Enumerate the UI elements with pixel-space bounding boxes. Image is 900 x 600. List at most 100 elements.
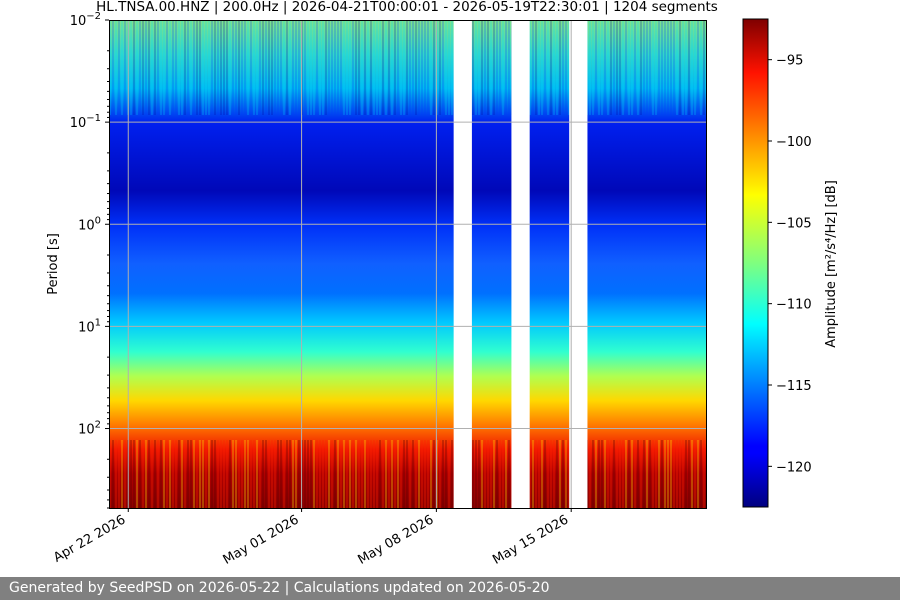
texture-streak xyxy=(409,20,411,115)
texture-streak xyxy=(400,440,402,508)
texture-streak xyxy=(223,20,225,115)
texture-streak xyxy=(610,20,612,115)
texture-streak xyxy=(448,440,450,508)
texture-streak xyxy=(334,440,336,508)
texture-streak xyxy=(202,440,204,508)
texture-streak xyxy=(490,440,492,508)
texture-streak xyxy=(610,440,612,508)
colorbar-tick-label: −105 xyxy=(776,216,812,231)
texture-streak xyxy=(313,440,315,508)
texture-streak xyxy=(358,440,360,508)
texture-streak xyxy=(295,440,297,508)
texture-streak xyxy=(430,20,432,115)
texture-streak xyxy=(646,440,648,508)
texture-streak xyxy=(475,440,477,508)
texture-streak xyxy=(619,440,621,508)
texture-streak xyxy=(679,440,681,508)
texture-streak xyxy=(133,20,135,115)
texture-streak xyxy=(169,440,171,508)
texture-streak xyxy=(499,440,501,508)
colorbar-label: Amplitude [m²/s⁴/Hz] [dB] xyxy=(824,180,839,348)
texture-streak xyxy=(406,20,408,115)
texture-streak xyxy=(154,20,156,115)
texture-streak xyxy=(604,20,606,115)
texture-streak xyxy=(220,440,222,508)
texture-streak xyxy=(316,20,318,115)
texture-streak xyxy=(544,20,546,115)
texture-streak xyxy=(226,20,228,115)
texture-streak xyxy=(403,440,405,508)
chart-title: HL.TNSA.00.HNZ | 200.0Hz | 2026-04-21T00… xyxy=(96,0,718,15)
texture-streak xyxy=(148,440,150,508)
texture-streak xyxy=(322,20,324,115)
texture-streak xyxy=(658,440,660,508)
texture-streak xyxy=(178,20,180,115)
texture-streak xyxy=(472,20,474,115)
texture-streak xyxy=(601,440,603,508)
texture-streak xyxy=(550,440,552,508)
texture-streak xyxy=(172,20,174,115)
texture-streak xyxy=(646,20,648,115)
texture-streak xyxy=(694,440,696,508)
texture-streak xyxy=(625,440,627,508)
texture-streak xyxy=(625,20,627,115)
texture-streak xyxy=(244,440,246,508)
grid xyxy=(109,20,706,508)
texture-streak xyxy=(208,440,210,508)
texture-streak xyxy=(274,20,276,115)
texture-streak xyxy=(616,20,618,115)
texture-streak xyxy=(628,20,630,115)
texture-streak xyxy=(358,20,360,115)
texture-streak xyxy=(448,20,450,115)
texture-streak xyxy=(688,20,690,115)
texture-streak xyxy=(484,20,486,115)
texture-streak xyxy=(379,20,381,115)
texture-streak xyxy=(496,440,498,508)
texture-streak xyxy=(436,20,438,115)
x-tick-label: May 01 2026 xyxy=(221,512,302,567)
texture-streak xyxy=(676,440,678,508)
texture-streak xyxy=(124,440,126,508)
psd-chart: HL.TNSA.00.HNZ | 200.0Hz | 2026-04-21T00… xyxy=(46,0,839,568)
texture-streak xyxy=(349,440,351,508)
texture-streak xyxy=(112,20,114,115)
texture-streak xyxy=(541,20,543,115)
texture-streak xyxy=(259,20,261,115)
texture-streak xyxy=(142,440,144,508)
texture-streak xyxy=(427,440,429,508)
texture-streak xyxy=(637,440,639,508)
texture-streak xyxy=(145,440,147,508)
texture-streak xyxy=(331,440,333,508)
texture-streak xyxy=(367,440,369,508)
texture-streak xyxy=(175,20,177,115)
texture-streak xyxy=(247,440,249,508)
texture-streak xyxy=(196,20,198,115)
texture-streak xyxy=(187,20,189,115)
y-tick-label: 10−1 xyxy=(70,113,101,131)
texture-streak xyxy=(664,440,666,508)
texture-streak xyxy=(391,440,393,508)
texture-streak xyxy=(691,440,693,508)
texture-streak xyxy=(631,20,633,115)
texture-streak xyxy=(634,440,636,508)
texture-streak xyxy=(439,440,441,508)
texture-streak xyxy=(595,20,597,115)
texture-streak xyxy=(502,20,504,115)
heatmap-texture xyxy=(109,20,705,508)
texture-streak xyxy=(682,20,684,115)
data-gap xyxy=(569,20,588,508)
texture-streak xyxy=(151,440,153,508)
texture-streak xyxy=(598,20,600,115)
texture-streak xyxy=(325,440,327,508)
texture-streak xyxy=(163,440,165,508)
texture-streak xyxy=(385,20,387,115)
texture-streak xyxy=(238,20,240,115)
texture-streak xyxy=(433,440,435,508)
texture-streak xyxy=(343,20,345,115)
texture-streak xyxy=(211,20,213,115)
texture-streak xyxy=(667,20,669,115)
texture-streak xyxy=(409,440,411,508)
texture-streak xyxy=(190,440,192,508)
texture-streak xyxy=(361,440,363,508)
texture-streak xyxy=(691,20,693,115)
